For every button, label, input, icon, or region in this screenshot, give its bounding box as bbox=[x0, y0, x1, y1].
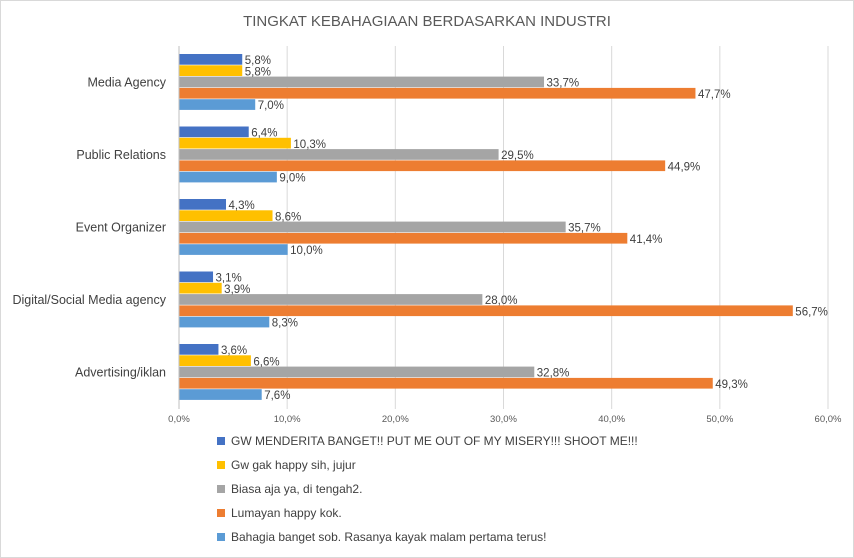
data-label: 56,7% bbox=[795, 306, 828, 318]
bar-digital-social-media-agency-s5 bbox=[179, 316, 270, 328]
x-tick-label: 50,0% bbox=[706, 414, 733, 425]
legend-swatch bbox=[217, 485, 225, 493]
bar-advertising-iklan-s3 bbox=[179, 366, 535, 378]
bar-digital-social-media-agency-s1 bbox=[179, 271, 214, 283]
category-label: Public Relations bbox=[76, 148, 166, 162]
bar-digital-social-media-agency-s3 bbox=[179, 294, 483, 305]
bar-event-organizer-s2 bbox=[179, 210, 273, 221]
bar-event-organizer-s3 bbox=[179, 221, 566, 233]
bar-media-agency-s1 bbox=[179, 54, 243, 65]
data-label: 33,7% bbox=[547, 78, 580, 90]
bar-public-relations-s5 bbox=[179, 171, 277, 183]
bar-public-relations-s1 bbox=[179, 126, 249, 138]
legend-swatch bbox=[217, 461, 225, 469]
bar-event-organizer-s1 bbox=[179, 199, 227, 210]
chart-title: TINGKAT KEBAHAGIAAN BERDASARKAN INDUSTRI bbox=[243, 13, 611, 30]
bar-media-agency-s4 bbox=[179, 87, 696, 99]
bar-advertising-iklan-s2 bbox=[179, 355, 251, 366]
x-tick-label: 30,0% bbox=[490, 414, 517, 425]
bar-event-organizer-s4 bbox=[179, 232, 628, 244]
category-label: Media Agency bbox=[87, 75, 166, 89]
bars bbox=[179, 54, 793, 400]
legend-label: Gw gak happy sih, jujur bbox=[231, 458, 356, 472]
legend-label: GW MENDERITA BANGET!! PUT ME OUT OF MY M… bbox=[231, 434, 638, 448]
data-label: 3,9% bbox=[224, 284, 250, 296]
data-label: 5,8% bbox=[245, 55, 271, 67]
bar-media-agency-s3 bbox=[179, 76, 545, 88]
bar-public-relations-s3 bbox=[179, 149, 499, 160]
x-tick-label: 40,0% bbox=[598, 414, 625, 425]
category-labels: Media Agency Public Relations Event Organi… bbox=[12, 75, 166, 379]
data-label: 10,0% bbox=[290, 245, 323, 257]
bar-digital-social-media-agency-s4 bbox=[179, 305, 793, 317]
data-label: 7,0% bbox=[258, 100, 284, 112]
x-tick-label: 60,0% bbox=[815, 414, 842, 425]
data-label: 6,6% bbox=[253, 356, 279, 368]
data-label: 5,8% bbox=[245, 66, 271, 78]
data-label: 47,7% bbox=[698, 89, 731, 101]
data-label: 8,6% bbox=[275, 211, 301, 223]
x-axis-ticks: 0,0% 10,0% 20,0% 30,0% 40,0% 50,0% 60,0% bbox=[168, 414, 842, 425]
data-label: 9,0% bbox=[279, 173, 305, 185]
legend-label: Biasa aja ya, di tengah2. bbox=[231, 482, 362, 496]
legend-swatch bbox=[217, 437, 225, 445]
bar-advertising-iklan-s4 bbox=[179, 377, 713, 389]
legend-label: Bahagia banget sob. Rasanya kayak malam … bbox=[231, 530, 547, 544]
category-label: Advertising/iklan bbox=[75, 365, 166, 379]
data-label: 29,5% bbox=[501, 150, 534, 162]
data-label: 8,3% bbox=[272, 318, 298, 330]
bar-advertising-iklan-s1 bbox=[179, 344, 219, 355]
data-label: 3,1% bbox=[216, 273, 242, 285]
data-label: 6,4% bbox=[251, 128, 277, 140]
legend-swatch bbox=[217, 509, 225, 517]
data-label: 32,8% bbox=[537, 368, 570, 380]
bar-media-agency-s2 bbox=[179, 65, 243, 76]
bar-digital-social-media-agency-s2 bbox=[179, 282, 222, 294]
data-label: 7,6% bbox=[264, 390, 290, 402]
data-label: 35,7% bbox=[568, 223, 601, 235]
bar-media-agency-s5 bbox=[179, 99, 256, 110]
data-label: 44,9% bbox=[668, 161, 701, 173]
bar-public-relations-s2 bbox=[179, 137, 291, 149]
data-label: 4,3% bbox=[229, 200, 255, 212]
legend-swatch bbox=[217, 533, 225, 541]
x-tick-label: 20,0% bbox=[382, 414, 409, 425]
data-labels: 5,8%5,8% 33,7% 47,7% 7,0% 6,4% 10,3% 29,5% 44,9… bbox=[216, 55, 828, 402]
data-label: 49,3% bbox=[715, 379, 748, 391]
bar-event-organizer-s5 bbox=[179, 244, 288, 255]
data-label: 41,4% bbox=[630, 234, 663, 246]
data-label: 28,0% bbox=[485, 295, 518, 307]
category-label: Event Organizer bbox=[76, 220, 166, 234]
data-label: 3,6% bbox=[221, 345, 247, 357]
legend-label: Lumayan happy kok. bbox=[231, 506, 342, 520]
x-tick-label: 10,0% bbox=[274, 414, 301, 425]
x-tick-label: 0,0% bbox=[168, 414, 190, 425]
bar-public-relations-s4 bbox=[179, 160, 666, 172]
category-label: Digital/Social Media agency bbox=[12, 293, 166, 307]
legend: GW MENDERITA BANGET!! PUT ME OUT OF MY M… bbox=[217, 434, 638, 544]
data-label: 10,3% bbox=[293, 139, 326, 151]
bar-advertising-iklan-s5 bbox=[179, 389, 262, 400]
